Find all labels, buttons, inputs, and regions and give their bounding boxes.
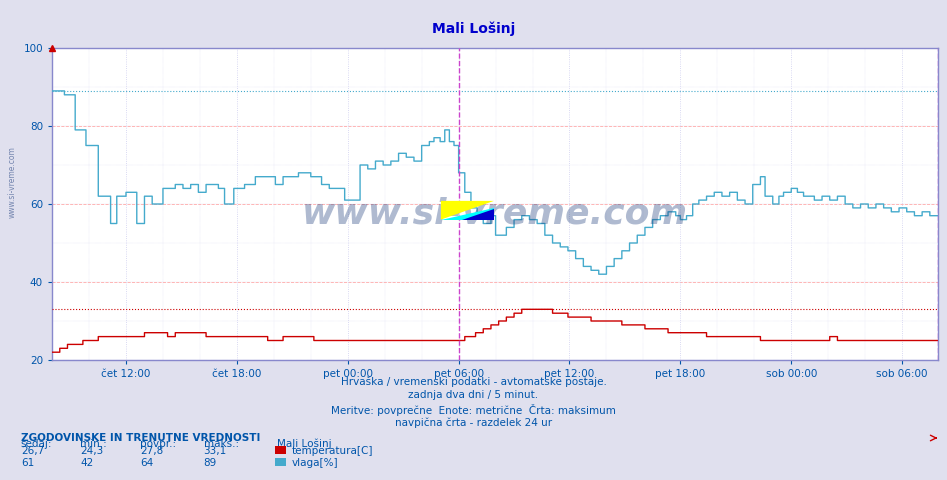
Polygon shape bbox=[462, 209, 494, 220]
Text: min.:: min.: bbox=[80, 439, 107, 449]
Text: maks.:: maks.: bbox=[204, 439, 239, 449]
Text: zadnja dva dni / 5 minut.: zadnja dva dni / 5 minut. bbox=[408, 390, 539, 400]
Text: Hrvaška / vremenski podatki - avtomatske postaje.: Hrvaška / vremenski podatki - avtomatske… bbox=[341, 377, 606, 387]
Text: 24,3: 24,3 bbox=[80, 446, 104, 456]
Text: temperatura[C]: temperatura[C] bbox=[292, 446, 373, 456]
Text: vlaga[%]: vlaga[%] bbox=[292, 458, 338, 468]
Text: 64: 64 bbox=[140, 458, 153, 468]
Text: Meritve: povprečne  Enote: metrične  Črta: maksimum: Meritve: povprečne Enote: metrične Črta:… bbox=[331, 404, 616, 416]
Text: Mali Lošinj: Mali Lošinj bbox=[277, 439, 331, 449]
Text: povpr.:: povpr.: bbox=[140, 439, 176, 449]
Text: 33,1: 33,1 bbox=[204, 446, 227, 456]
Text: 26,7: 26,7 bbox=[21, 446, 45, 456]
Text: 27,8: 27,8 bbox=[140, 446, 164, 456]
Text: 89: 89 bbox=[204, 458, 217, 468]
Text: www.si-vreme.com: www.si-vreme.com bbox=[8, 146, 17, 218]
Text: ZGODOVINSKE IN TRENUTNE VREDNOSTI: ZGODOVINSKE IN TRENUTNE VREDNOSTI bbox=[21, 433, 260, 443]
Text: navpična črta - razdelek 24 ur: navpična črta - razdelek 24 ur bbox=[395, 417, 552, 428]
Text: sedaj:: sedaj: bbox=[21, 439, 52, 449]
Text: 42: 42 bbox=[80, 458, 94, 468]
Text: www.si-vreme.com: www.si-vreme.com bbox=[302, 196, 688, 230]
Polygon shape bbox=[441, 201, 494, 220]
Text: Mali Lošinj: Mali Lošinj bbox=[432, 22, 515, 36]
Text: 61: 61 bbox=[21, 458, 34, 468]
Polygon shape bbox=[441, 208, 494, 220]
